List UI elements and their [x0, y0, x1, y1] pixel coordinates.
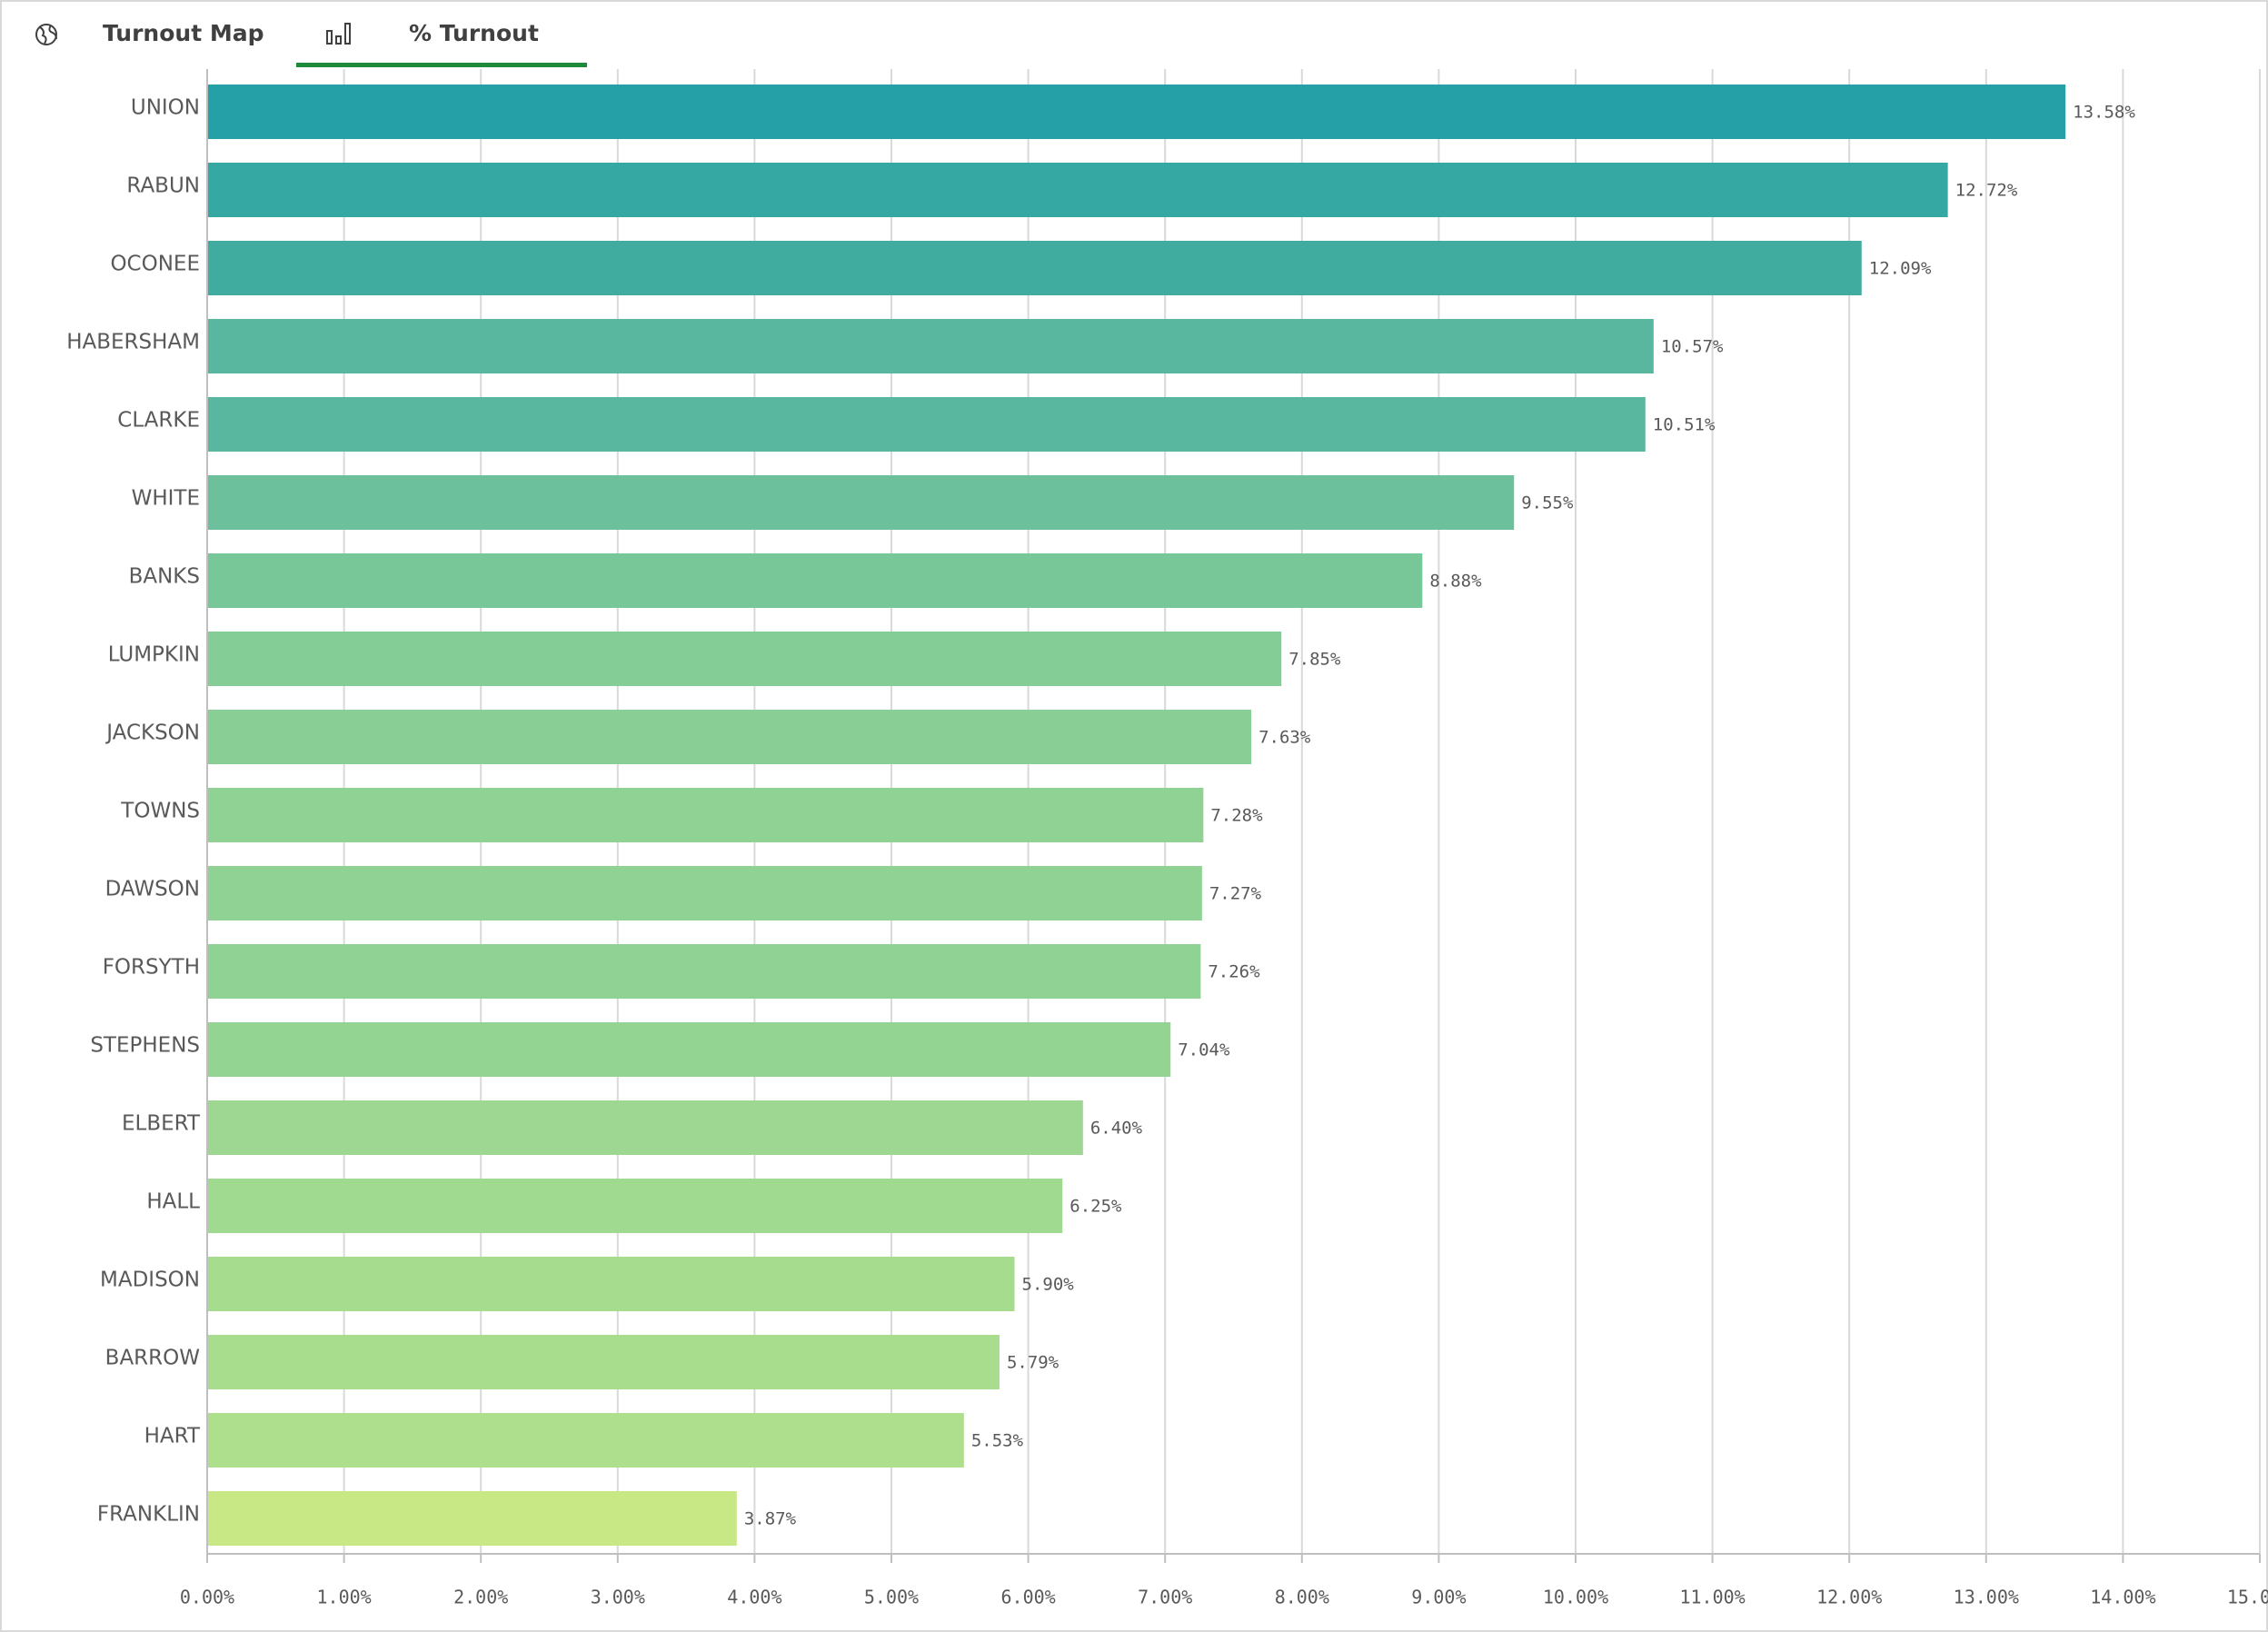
y-tick-label: LUMPKIN — [108, 643, 200, 667]
value-label: 10.57% — [1661, 337, 1724, 357]
value-label: 8.88% — [1429, 572, 1482, 592]
y-tick-label: TOWNS — [120, 800, 200, 823]
value-label: 9.55% — [1521, 493, 1574, 513]
y-tick-label: WHITE — [132, 487, 200, 511]
bar — [207, 710, 1252, 764]
value-label: 5.90% — [1022, 1275, 1075, 1295]
value-label: 12.09% — [1869, 259, 1932, 279]
bar — [207, 944, 1201, 999]
bar — [207, 1491, 737, 1546]
bar-chart-icon[interactable] — [326, 23, 351, 45]
bar — [207, 1179, 1063, 1233]
x-tick-label: 10.00% — [1543, 1587, 1608, 1608]
tab-label[interactable]: % Turnout — [409, 20, 539, 46]
bar — [207, 788, 1204, 842]
value-label: 5.53% — [971, 1431, 1024, 1451]
active-tab-underline — [296, 63, 587, 67]
y-tick-label: JACKSON — [104, 721, 200, 745]
bar — [207, 1413, 964, 1468]
y-tick-label: OCONEE — [110, 253, 200, 276]
bar — [207, 319, 1654, 373]
bar — [207, 1257, 1015, 1311]
y-tick-label: RABUN — [126, 174, 200, 198]
value-label: 6.25% — [1069, 1197, 1122, 1217]
x-tick-label: 1.00% — [316, 1587, 371, 1608]
value-label: 7.27% — [1209, 884, 1262, 904]
bar — [207, 1335, 1000, 1389]
value-label: 3.87% — [744, 1509, 797, 1529]
y-tick-label: DAWSON — [105, 878, 200, 901]
bar — [207, 85, 2066, 139]
value-label: 7.63% — [1258, 728, 1311, 748]
x-tick-label: 14.00% — [2090, 1587, 2155, 1608]
x-tick-label: 5.00% — [864, 1587, 919, 1608]
tab-label[interactable]: Turnout Map — [103, 20, 264, 46]
y-tick-label: UNION — [131, 96, 200, 120]
value-label: 12.72% — [1955, 181, 2018, 201]
x-tick-label: 6.00% — [1000, 1587, 1055, 1608]
x-tick-label: 15.00% — [2227, 1587, 2268, 1608]
x-tick-label: 9.00% — [1411, 1587, 1466, 1608]
x-tick-label: 3.00% — [591, 1587, 645, 1608]
y-tick-label: CLARKE — [117, 409, 200, 433]
x-tick-label: 13.00% — [1954, 1587, 2019, 1608]
y-tick-label: HART — [144, 1425, 201, 1448]
bar — [207, 866, 1202, 920]
bar — [207, 1100, 1083, 1155]
x-tick-label: 11.00% — [1679, 1587, 1745, 1608]
bar — [207, 1022, 1171, 1077]
value-label: 10.51% — [1653, 415, 1716, 435]
value-label: 7.85% — [1288, 650, 1341, 670]
x-tick-label: 2.00% — [453, 1587, 508, 1608]
bar — [207, 553, 1423, 608]
y-tick-label: HALL — [146, 1190, 200, 1214]
y-tick-label: MADISON — [100, 1269, 200, 1292]
y-tick-label: ELBERT — [122, 1112, 201, 1136]
value-label: 7.04% — [1178, 1040, 1230, 1060]
x-tick-label: 0.00% — [180, 1587, 234, 1608]
value-label: 7.28% — [1210, 806, 1263, 826]
bar — [207, 475, 1515, 530]
y-tick-label: FRANKLIN — [97, 1503, 200, 1527]
bar — [207, 632, 1282, 686]
value-label: 5.79% — [1007, 1353, 1059, 1373]
globe-icon[interactable] — [35, 24, 57, 45]
x-tick-label: 4.00% — [727, 1587, 781, 1608]
value-label: 7.26% — [1208, 962, 1260, 982]
value-label: 6.40% — [1090, 1119, 1143, 1139]
x-tick-label: 7.00% — [1138, 1587, 1192, 1608]
y-tick-label: FORSYTH — [103, 956, 200, 980]
x-tick-label: 8.00% — [1275, 1587, 1329, 1608]
y-tick-label: BANKS — [129, 565, 200, 589]
value-label: 13.58% — [2073, 103, 2135, 123]
y-tick-label: BARROW — [105, 1347, 200, 1370]
x-tick-label: 12.00% — [1816, 1587, 1882, 1608]
y-tick-label: HABERSHAM — [66, 331, 200, 354]
bar — [207, 241, 1862, 295]
bar — [207, 397, 1646, 452]
y-tick-label: STEPHENS — [90, 1034, 200, 1058]
bar — [207, 163, 1948, 217]
